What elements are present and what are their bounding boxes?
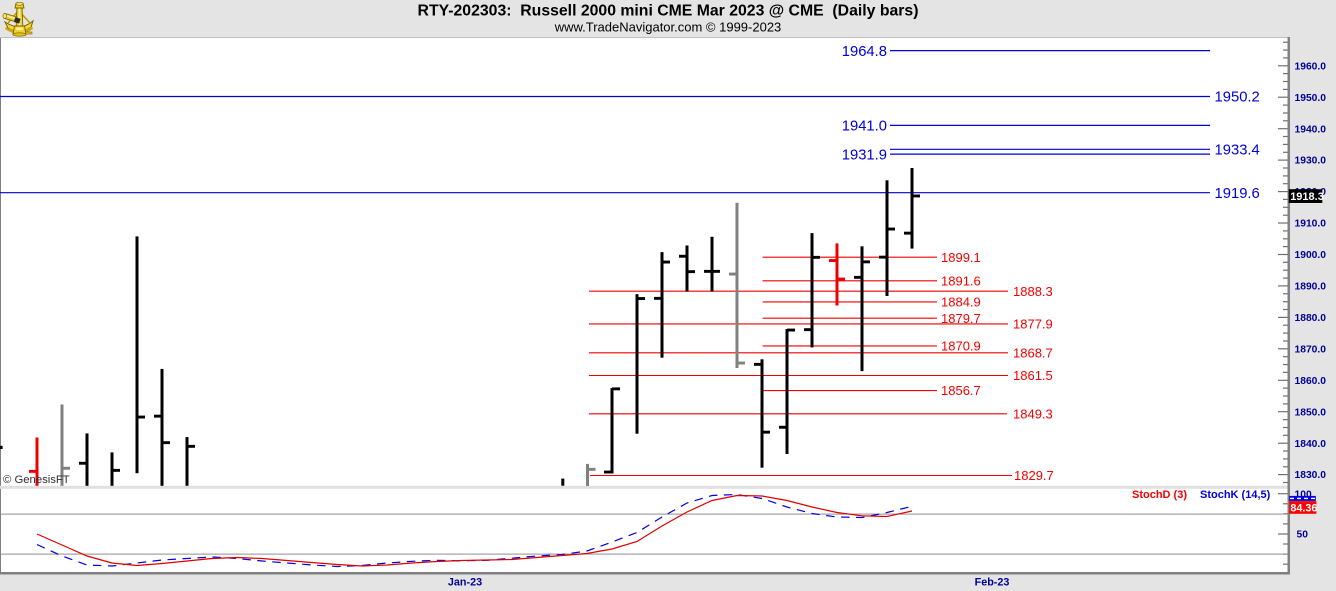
svg-text:www.TradeNavigator.com © 1999-: www.TradeNavigator.com © 1999-2023 — [554, 20, 782, 35]
svg-text:100: 100 — [1295, 489, 1312, 500]
svg-text:1933.4: 1933.4 — [1215, 143, 1260, 159]
svg-text:1884.9: 1884.9 — [941, 295, 981, 310]
svg-text:StochD (3): StochD (3) — [1132, 489, 1187, 501]
svg-text:1870.0: 1870.0 — [1295, 344, 1327, 355]
svg-text:1888.3: 1888.3 — [1013, 284, 1053, 299]
svg-text:1899.1: 1899.1 — [941, 250, 981, 265]
svg-text:1829.7: 1829.7 — [1014, 468, 1054, 483]
svg-text:Feb-23: Feb-23 — [975, 577, 1010, 589]
svg-text:1930.0: 1930.0 — [1295, 156, 1327, 167]
svg-text:1880.0: 1880.0 — [1295, 313, 1327, 324]
svg-text:RTY-202303: Russell 2000 mini: RTY-202303: Russell 2000 mini CME Mar 20… — [418, 3, 919, 20]
svg-text:1879.7: 1879.7 — [941, 311, 981, 326]
svg-text:1861.5: 1861.5 — [1013, 368, 1053, 383]
svg-text:1918.3: 1918.3 — [1290, 191, 1324, 203]
svg-text:50: 50 — [1297, 530, 1309, 541]
svg-text:1856.7: 1856.7 — [941, 383, 981, 398]
svg-text:1900.0: 1900.0 — [1295, 250, 1327, 261]
svg-text:1950.0: 1950.0 — [1295, 93, 1327, 104]
svg-text:1891.6: 1891.6 — [941, 273, 981, 288]
svg-text:1870.9: 1870.9 — [941, 339, 981, 354]
svg-text:1840.0: 1840.0 — [1295, 439, 1327, 450]
svg-text:1877.9: 1877.9 — [1013, 317, 1053, 332]
svg-text:1931.9: 1931.9 — [842, 147, 887, 163]
svg-text:1850.0: 1850.0 — [1295, 407, 1327, 418]
svg-text:1868.7: 1868.7 — [1013, 345, 1053, 360]
svg-text:1950.2: 1950.2 — [1215, 90, 1260, 106]
svg-text:1830.0: 1830.0 — [1295, 470, 1327, 481]
svg-text:1860.0: 1860.0 — [1295, 376, 1327, 387]
svg-text:1964.8: 1964.8 — [842, 44, 887, 60]
svg-text:1960.0: 1960.0 — [1295, 61, 1327, 72]
svg-text:1890.0: 1890.0 — [1295, 282, 1327, 293]
svg-text:1849.3: 1849.3 — [1013, 406, 1053, 421]
svg-text:StochK (14,5): StochK (14,5) — [1200, 489, 1271, 501]
svg-text:1940.0: 1940.0 — [1295, 124, 1327, 135]
svg-text:1919.6: 1919.6 — [1215, 186, 1260, 202]
svg-text:1941.0: 1941.0 — [842, 119, 887, 135]
svg-text:© GenesisFT: © GenesisFT — [3, 474, 70, 486]
svg-text:84.36: 84.36 — [1290, 502, 1317, 514]
svg-text:Jan-23: Jan-23 — [448, 577, 482, 589]
svg-text:1910.0: 1910.0 — [1295, 219, 1327, 230]
